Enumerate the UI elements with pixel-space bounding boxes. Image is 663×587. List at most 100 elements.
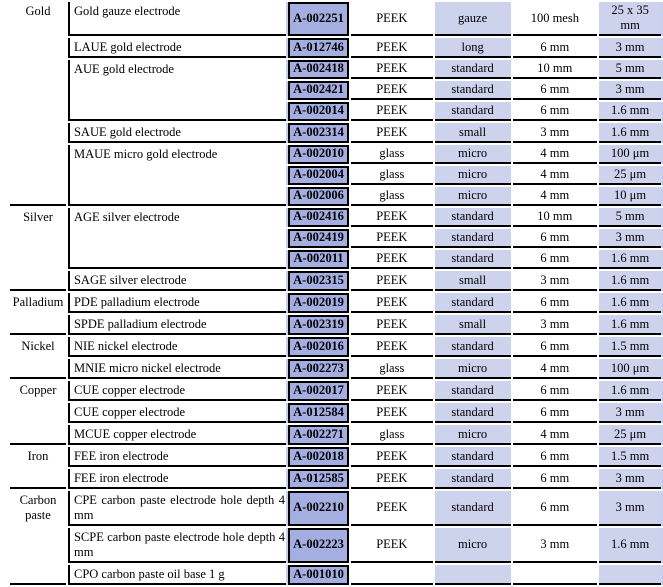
body-diameter-cell: 10 mm	[512, 208, 598, 227]
table-row: Palladium PDE palladium electrode A-002019…	[10, 293, 661, 335]
product-code-cell: A-002017	[288, 381, 349, 401]
product-name-cell: CPO carbon paste oil base 1 g	[67, 565, 287, 585]
product-code-cell: A-012746	[288, 38, 349, 58]
body-diameter-cell: 6 mm	[512, 403, 598, 423]
body-material-cell: glass	[350, 187, 433, 206]
table-row: SAUE gold electrode A-002314 PEEK small 3 mm…	[10, 123, 661, 143]
electrode-diameter-cell: 25 μm	[599, 166, 661, 185]
electrode-diameter-cell: 3 mm	[599, 81, 661, 100]
table-row: SCPE carbon paste electrode hole depth 4…	[10, 528, 661, 563]
table-row: CPO carbon paste oil base 1 g A-001010	[10, 565, 661, 585]
body-diameter-cell: 100 mesh	[512, 2, 598, 36]
body-material-cell: PEEK	[350, 293, 433, 313]
electrode-diameter-cell: 3 mm	[599, 491, 661, 526]
size-class-cell: standard	[434, 293, 511, 313]
product-code-cell: A-012585	[288, 469, 349, 489]
body-diameter-cell: 3 mm	[512, 315, 598, 335]
electrode-diameter-cell: 1.6 mm	[599, 271, 661, 291]
electrode-diameter-cell: 10 μm	[599, 187, 661, 206]
size-class-cell: standard	[434, 81, 511, 100]
table-row: A-002006 glass micro 4 mm 10 μm	[10, 187, 661, 206]
table-row: MAUE micro gold electrode A-002010 glass mi…	[10, 145, 661, 206]
product-name-cell: SAUE gold electrode	[67, 123, 287, 143]
size-class-cell: standard	[434, 469, 511, 489]
size-class-cell: standard	[434, 250, 511, 269]
table-row: MCUE copper electrode A-002271 glass micro 4…	[10, 425, 661, 445]
material-cell: Silver	[10, 208, 66, 291]
size-class-cell: micro	[434, 359, 511, 379]
electrode-diameter-cell: 3 mm	[599, 469, 661, 489]
electrode-diameter-cell: 3 mm	[599, 403, 661, 423]
size-class-cell: standard	[434, 403, 511, 423]
body-diameter-cell: 4 mm	[512, 187, 598, 206]
body-material-cell: PEEK	[350, 315, 433, 335]
electrode-diameter-cell: 100 μm	[599, 145, 661, 164]
body-material-cell: PEEK	[350, 38, 433, 58]
body-material-cell: PEEK	[350, 123, 433, 143]
body-material-cell: PEEK	[350, 381, 433, 401]
product-code-cell: A-002315	[288, 271, 349, 291]
product-name-cell: LAUE gold electrode	[67, 38, 287, 58]
body-material-cell	[350, 565, 433, 585]
table-row: A-002419 PEEK standard 6 mm 3 mm	[10, 229, 661, 248]
body-material-cell: PEEK	[350, 447, 433, 467]
size-class-cell: standard	[434, 208, 511, 227]
table-row: AUE gold electrode A-002418 PEEK standard 10…	[10, 60, 661, 121]
size-class-cell: small	[434, 123, 511, 143]
product-code-cell: A-002223	[288, 528, 349, 563]
body-material-cell: glass	[350, 145, 433, 164]
size-class-cell: micro	[434, 187, 511, 206]
body-material-cell: PEEK	[350, 337, 433, 357]
body-material-cell: PEEK	[350, 229, 433, 248]
electrode-diameter-cell: 100 μm	[599, 359, 661, 379]
body-diameter-cell: 6 mm	[512, 293, 598, 313]
size-class-cell: micro	[434, 425, 511, 445]
table-row: Carbon paste CPE carbon paste electrode h…	[10, 491, 661, 585]
body-diameter-cell: 3 mm	[512, 528, 598, 563]
electrode-diameter-cell: 1.5 mm	[599, 337, 661, 357]
product-name-cell: MCUE copper electrode	[67, 425, 287, 445]
table-row: CUE copper electrode A-012584 PEEK standard…	[10, 403, 661, 423]
body-diameter-cell: 6 mm	[512, 469, 598, 489]
size-class-cell: small	[434, 271, 511, 291]
electrode-diameter-cell: 3 mm	[599, 229, 661, 248]
table-row: Gold Gold gauze electrode A-002251 PEEK gauz…	[10, 2, 661, 206]
body-material-cell: PEEK	[350, 81, 433, 100]
body-material-cell: glass	[350, 166, 433, 185]
product-code-cell: A-002018	[288, 447, 349, 467]
electrode-diameter-cell: 25 μm	[599, 425, 661, 445]
body-diameter-cell: 4 mm	[512, 359, 598, 379]
product-name-cell: CUE copper electrode	[67, 381, 287, 401]
table-row: Nickel NIE nickel electrode A-002016 PEEK st…	[10, 337, 661, 379]
body-material-cell: PEEK	[350, 271, 433, 291]
electrode-diameter-cell: 1.6 mm	[599, 381, 661, 401]
body-diameter-cell: 10 mm	[512, 60, 598, 79]
electrode-diameter-cell: 1.6 mm	[599, 528, 661, 563]
body-diameter-cell: 6 mm	[512, 447, 598, 467]
table-row: SPDE palladium electrode A-002319 PEEK smal…	[10, 315, 661, 335]
product-code-cell: A-002006	[288, 187, 349, 206]
electrode-table: Gold Gold gauze electrode A-002251 PEEK gauz…	[8, 0, 663, 587]
product-code-cell: A-002419	[288, 229, 349, 248]
product-code-cell: A-002418	[288, 60, 349, 79]
size-class-cell: gauze	[434, 2, 511, 36]
electrode-diameter-cell: 1.6 mm	[599, 315, 661, 335]
material-cell: Carbon paste	[10, 491, 66, 585]
product-code-cell: A-012584	[288, 403, 349, 423]
product-code-cell: A-002210	[288, 491, 349, 526]
material-cell: Iron	[10, 447, 66, 489]
body-material-cell: PEEK	[350, 208, 433, 227]
size-class-cell: standard	[434, 102, 511, 121]
table-row: Silver AGE silver electrode A-002416 PEEK st…	[10, 208, 661, 291]
size-class-cell: long	[434, 38, 511, 58]
product-name-cell: Gold gauze electrode	[67, 2, 287, 36]
product-name-cell: MNIE micro nickel electrode	[67, 359, 287, 379]
electrode-diameter-cell: 1.6 mm	[599, 102, 661, 121]
size-class-cell: small	[434, 315, 511, 335]
table-row: A-002011 PEEK standard 6 mm 1.6 mm	[10, 250, 661, 269]
body-diameter-cell: 3 mm	[512, 271, 598, 291]
product-name-cell: AGE silver electrode	[67, 208, 287, 269]
body-diameter-cell: 6 mm	[512, 38, 598, 58]
table-row: A-002004 glass micro 4 mm 25 μm	[10, 166, 661, 185]
body-material-cell: PEEK	[350, 403, 433, 423]
